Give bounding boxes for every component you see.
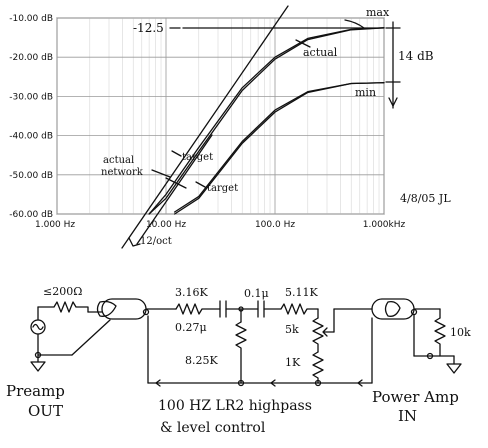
r2-label: 5.11K: [285, 286, 318, 299]
frequency-response-chart: -10.00 dB -20.00 dB -30.00 dB -40.00 dB -50.…: [9, 5, 451, 249]
target-asymptote-upper: [121, 5, 289, 249]
load-resistor: [434, 317, 446, 357]
date-label: 4/8/05 JL: [400, 192, 451, 205]
range-label: 14 dB: [398, 49, 434, 63]
y-axis-tick-labels: -10.00 dB -20.00 dB -30.00 dB -40.00 dB -50.…: [9, 14, 53, 220]
target-label-lower: target: [207, 183, 238, 194]
x-tick-label: 1.000 Hz: [35, 220, 75, 230]
y-tick-label: -60.00 dB: [9, 210, 53, 220]
filter-label-1: 100 HZ LR2 highpass: [158, 398, 312, 414]
min-label: min: [355, 86, 376, 99]
y-tick-label: -40.00 dB: [9, 132, 53, 142]
cable-1-connector: [96, 300, 117, 317]
slope-label: 12/oct: [140, 236, 172, 247]
chart-plot-area: [56, 17, 385, 215]
return-arrow-2: [270, 379, 276, 387]
max-label: max: [366, 6, 390, 19]
r4-label: 1K: [285, 356, 301, 369]
level-marker-label: -12.5: [133, 21, 164, 35]
source-resistor-label: ≤200Ω: [43, 285, 82, 298]
node-a: [142, 308, 150, 316]
resistor-r3: [235, 321, 247, 384]
actual-network-label-2: network: [101, 167, 144, 178]
target-pointer-upper: [171, 150, 182, 157]
resistor-r4: [312, 351, 324, 384]
series-line-min-actual: [173, 82, 385, 213]
target-label-upper: target: [182, 152, 213, 163]
actual-pointer: [295, 39, 311, 48]
return-arrow-1: [155, 379, 161, 387]
r1-label: 3.16K: [175, 286, 208, 299]
actual-network-pointer: [151, 169, 171, 178]
preamp-label-2: OUT: [28, 402, 63, 420]
node-d: [314, 379, 322, 387]
x-tick-label: 100.0 Hz: [255, 220, 295, 230]
load-resistor-label: 10k: [450, 326, 471, 339]
resistor-r2: [263, 303, 319, 315]
crossover-schematic: ≤200Ω 3.16K 0.1μ 5.11K 0.27μ 8.25K: [6, 285, 471, 436]
c2-label: 0.27μ: [175, 321, 207, 334]
amp-label-1: Power Amp: [372, 388, 459, 406]
range-arrow-down: [388, 97, 398, 107]
chart-series: [148, 27, 385, 215]
max-pointer: [344, 19, 365, 29]
filter-label-2: & level control: [160, 420, 266, 436]
pot-wiper: [322, 327, 335, 337]
y-tick-label: -50.00 dB: [9, 171, 53, 181]
slope-hook: [128, 237, 141, 247]
series-line-actual: [148, 27, 385, 215]
preamp-label-1: Preamp: [6, 382, 65, 400]
source-resistor: [37, 301, 89, 313]
x-tick-label: 1.000kHz: [363, 220, 406, 230]
actual-network-label-1: actual: [103, 155, 134, 166]
target-asymptote-lower: [136, 134, 213, 245]
resistor-r1: [175, 303, 221, 315]
amp-ground-node: [426, 352, 434, 360]
y-tick-label: -10.00 dB: [9, 14, 53, 24]
x-tick-label: 10.00 Hz: [146, 220, 186, 230]
c1-label: 0.1μ: [244, 287, 269, 300]
ac-sine-icon: [32, 323, 44, 331]
return-arrow-3: [357, 379, 363, 387]
actual-label: actual: [303, 46, 338, 59]
amp-ground-icon: [446, 363, 462, 374]
cable-2-connector: [384, 300, 401, 317]
target-pointer-lower: [195, 181, 206, 188]
pot-label: 5k: [285, 323, 299, 336]
x-axis-tick-labels: 1.000 Hz 10.00 Hz 100.0 Hz 1.000kHz: [35, 220, 406, 230]
potentiometer: [312, 317, 324, 353]
chart-grid: [56, 17, 385, 215]
actual-network-pointer-2: [165, 177, 187, 189]
node-c: [237, 379, 245, 387]
y-tick-label: -30.00 dB: [9, 92, 53, 102]
amp-label-2: IN: [398, 407, 417, 425]
r3-label: 8.25K: [185, 354, 218, 367]
source-ground-icon: [30, 361, 46, 372]
y-tick-label: -20.00 dB: [9, 53, 53, 63]
cable-1-shield-lead: [71, 319, 111, 356]
